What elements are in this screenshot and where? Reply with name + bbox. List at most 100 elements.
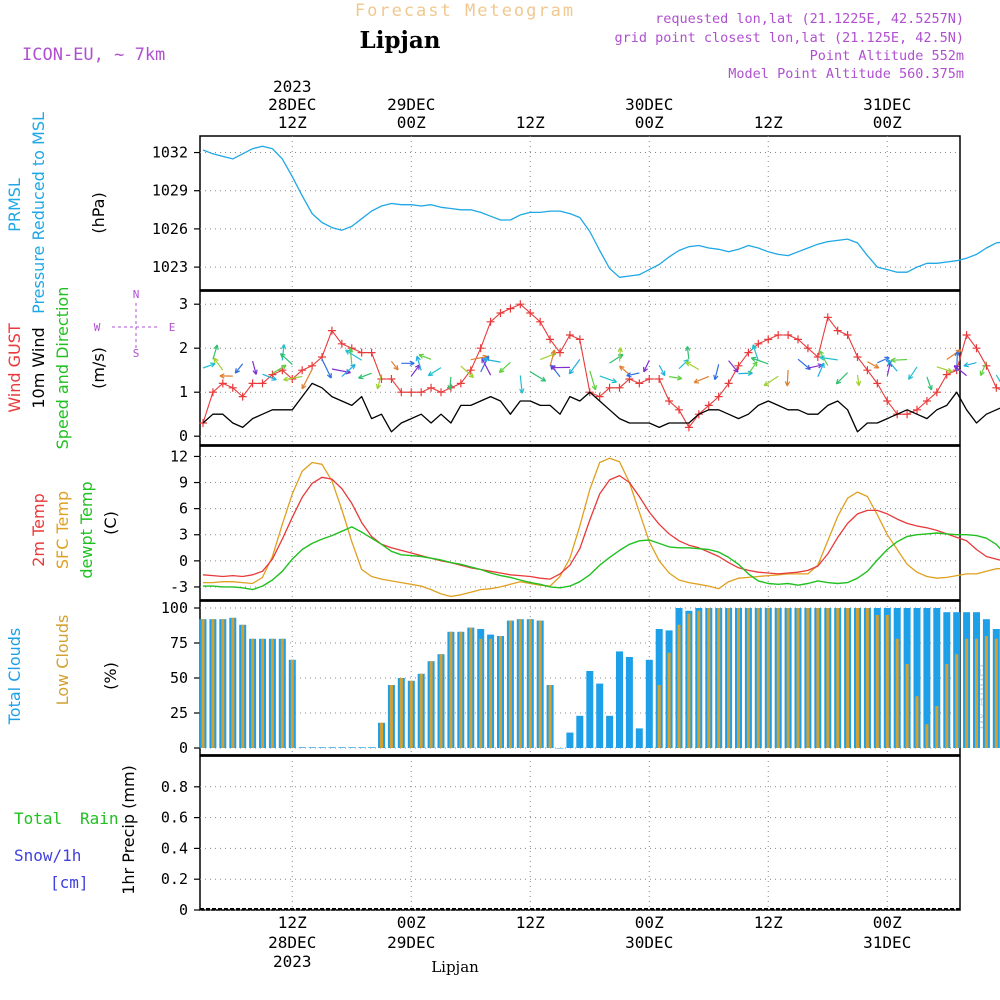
snow-label: Snow/1h bbox=[14, 846, 81, 865]
wind-arrow bbox=[272, 364, 287, 374]
low-cloud-bar bbox=[816, 608, 820, 748]
y-tick-label: 0.2 bbox=[161, 870, 188, 888]
low-cloud-bar bbox=[657, 685, 661, 748]
wind-arrow bbox=[279, 353, 293, 365]
clouds-unit: (%) bbox=[101, 662, 120, 690]
gust-point bbox=[605, 383, 614, 392]
low-cloud-bar bbox=[895, 638, 899, 748]
wind-arrow bbox=[685, 361, 700, 371]
low-cloud-bar bbox=[994, 638, 998, 748]
wind-arrow bbox=[498, 361, 511, 374]
info-line: requested lon,lat (21.1225E, 42.5257N) bbox=[655, 11, 964, 27]
low-cloud-bar bbox=[776, 608, 780, 748]
compass-n: N bbox=[133, 288, 140, 301]
bottom-hour-label: 00Z bbox=[635, 913, 664, 932]
sfc-temp-line bbox=[203, 457, 1000, 598]
low-cloud-bar bbox=[409, 680, 413, 748]
wind-arrow bbox=[763, 375, 779, 387]
y-tick-label: 1023 bbox=[152, 258, 188, 276]
y-tick-label: -3 bbox=[170, 578, 188, 596]
gust-point bbox=[308, 361, 317, 370]
low-cloud-bar bbox=[528, 619, 532, 748]
gust-point bbox=[327, 326, 336, 335]
low-cloud-bar bbox=[707, 608, 711, 748]
gust-point bbox=[873, 379, 882, 388]
top-date-label: 30DEC bbox=[625, 95, 673, 114]
gust-point bbox=[387, 375, 396, 383]
total-cloud-bar bbox=[368, 747, 376, 748]
gust-point bbox=[684, 423, 693, 432]
gust-point bbox=[357, 348, 366, 357]
low-cloud-bar bbox=[251, 638, 255, 748]
low-cloud-bar bbox=[984, 636, 988, 748]
pressure-label: PRMSL bbox=[5, 178, 24, 232]
gust-point bbox=[883, 397, 892, 405]
gust-point bbox=[268, 370, 277, 379]
gust-point bbox=[784, 331, 793, 339]
low-cloud-bar bbox=[201, 619, 205, 748]
gust-point bbox=[556, 348, 564, 357]
low-cloud-bar bbox=[459, 631, 463, 748]
rain-label: Rain bbox=[80, 809, 119, 828]
total-cloud-bar bbox=[348, 747, 356, 748]
gust-point bbox=[526, 309, 535, 317]
bottom-place-label: Lipjan bbox=[431, 958, 479, 976]
wind-arrow bbox=[926, 376, 933, 391]
wind-arrow bbox=[908, 366, 918, 380]
low-cloud-bar bbox=[766, 608, 770, 748]
wind-arrow bbox=[819, 355, 838, 361]
y-tick-label: 1 bbox=[179, 383, 188, 401]
wind-arrow bbox=[867, 361, 880, 369]
low-cloud-bar bbox=[737, 608, 740, 748]
y-tick-label: 0 bbox=[179, 427, 188, 445]
gust-point bbox=[922, 397, 931, 405]
wind-arrow bbox=[890, 357, 908, 363]
wind-arrow bbox=[427, 367, 442, 377]
y-tick-label: 3 bbox=[179, 295, 188, 313]
low-cloud-bar bbox=[667, 652, 671, 748]
wind-arrow bbox=[747, 361, 758, 375]
y-tick-label: 0.8 bbox=[161, 778, 188, 796]
total-cloud-bar bbox=[566, 732, 574, 748]
gust-point bbox=[337, 339, 346, 348]
total-cloud-bar bbox=[586, 671, 594, 748]
gust-point bbox=[516, 300, 525, 309]
low-cloud-bar bbox=[965, 638, 969, 748]
bottom-hour-label: 12Z bbox=[754, 913, 783, 932]
low-cloud-bar bbox=[221, 619, 225, 748]
low-cloud-bar bbox=[419, 673, 423, 748]
gust-point bbox=[486, 317, 495, 326]
low-cloud-bar bbox=[241, 624, 245, 748]
top-date-label: 29DEC bbox=[387, 95, 435, 114]
gust-point bbox=[466, 366, 475, 375]
low-cloud-bar bbox=[280, 638, 284, 748]
y-tick-label: 25 bbox=[170, 704, 188, 722]
wind-arrow bbox=[713, 364, 720, 381]
wind-arrow bbox=[619, 365, 630, 376]
y-tick-label: 0 bbox=[179, 739, 188, 757]
low-cloud-bar bbox=[925, 724, 929, 748]
wind-arrow bbox=[410, 364, 421, 377]
wind-arrow bbox=[877, 356, 890, 364]
panel-precip: 0 0.2 0.4 0.6 0.8 bbox=[161, 755, 961, 919]
y-tick-label: 50 bbox=[170, 669, 188, 687]
low-cloud-bar bbox=[261, 638, 264, 748]
wind-arrow bbox=[418, 353, 432, 360]
total-cloud-bar bbox=[318, 747, 326, 748]
wind-arrow bbox=[234, 363, 244, 374]
wind-arrow bbox=[609, 353, 624, 364]
pressure-label: Pressure Reduced to MSL bbox=[29, 112, 48, 314]
gust-point bbox=[456, 379, 465, 388]
wind-arrow bbox=[401, 360, 415, 367]
low-cloud-bar bbox=[231, 617, 235, 748]
low-cloud-bar bbox=[786, 608, 790, 748]
gust-point bbox=[218, 379, 227, 388]
top-hour-label: 00Z bbox=[635, 113, 664, 132]
gust-point bbox=[754, 339, 763, 348]
y-tick-label: 0.6 bbox=[161, 809, 188, 827]
wind-arrow bbox=[262, 373, 277, 381]
total-cloud-bar bbox=[923, 608, 931, 748]
gust-point bbox=[506, 304, 515, 313]
low-cloud-bar bbox=[935, 706, 939, 748]
